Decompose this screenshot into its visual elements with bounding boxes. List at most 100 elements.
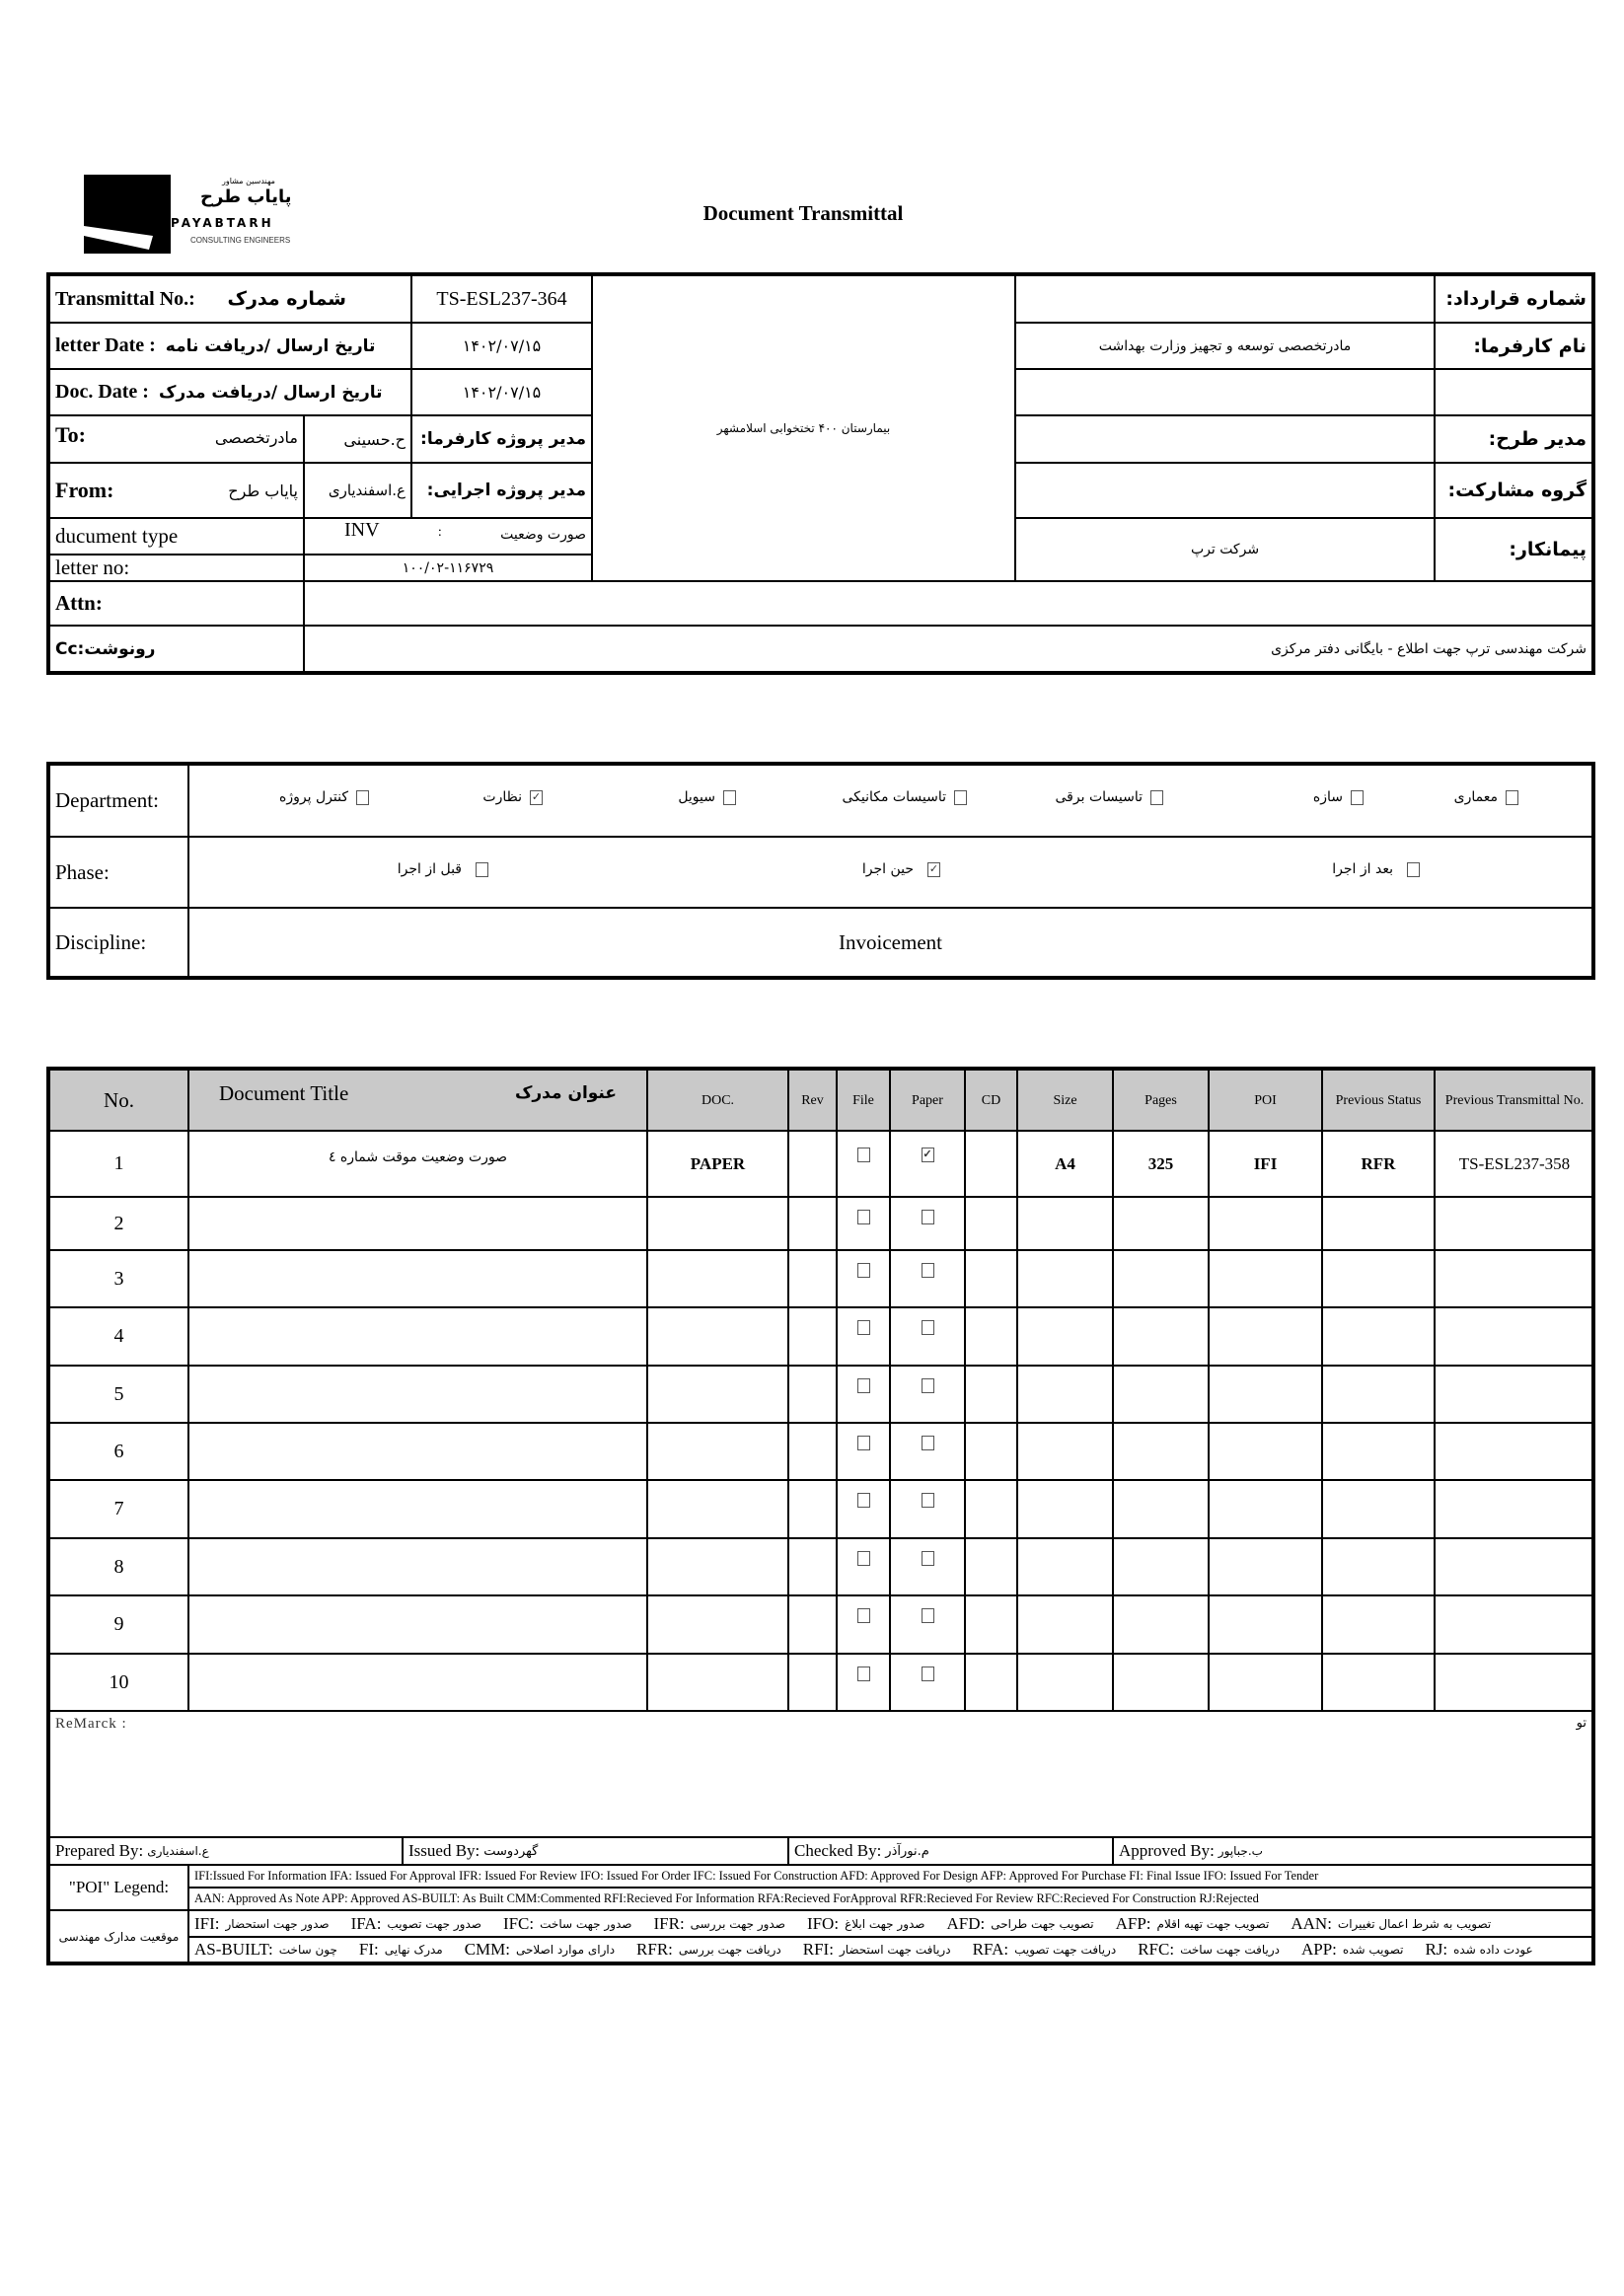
col-title-en: Document Title xyxy=(219,1080,349,1105)
department-option-label: تاسیسات برقی xyxy=(1055,789,1143,805)
cell-cd xyxy=(964,1594,1018,1655)
approved-by-name: ب.جباپور xyxy=(1218,1844,1263,1858)
cell-file xyxy=(836,1422,891,1481)
file-checkbox[interactable] xyxy=(856,1263,870,1278)
cell-prev-transmittal xyxy=(1434,1196,1595,1251)
checked-by-label: Checked By: xyxy=(794,1841,882,1860)
phase-option-label: حین اجرا xyxy=(861,861,914,877)
department-option[interactable]: کنترل پروژه xyxy=(279,789,369,805)
paper-checkbox[interactable] xyxy=(921,1436,934,1450)
unchecked-checkbox[interactable] xyxy=(723,789,736,805)
legend-meaning: دریافت جهت ساخت xyxy=(1180,1943,1280,1957)
unchecked-checkbox[interactable] xyxy=(1506,789,1518,805)
legend-item: RJ: عودت داده شده xyxy=(1425,1940,1532,1960)
cell-file xyxy=(836,1653,891,1712)
unchecked-checkbox[interactable] xyxy=(1150,789,1163,805)
paper-checkbox[interactable] xyxy=(921,1666,934,1681)
cell-poi xyxy=(1208,1537,1323,1596)
cell-pages xyxy=(1112,1422,1210,1481)
cell-size xyxy=(1016,1594,1114,1655)
checked-checkbox[interactable]: ✓ xyxy=(530,789,543,805)
legend-code: IFO: xyxy=(806,1913,840,1933)
file-checkbox[interactable] xyxy=(856,1666,870,1681)
cell-file xyxy=(836,1365,891,1424)
paper-checkbox[interactable] xyxy=(921,1551,934,1566)
phase-option[interactable]: بعد از اجرا xyxy=(1332,861,1420,877)
col-pages: Pages xyxy=(1112,1069,1210,1132)
legend-item: AAN: تصویب به شرط اعمال تغییرات xyxy=(1291,1914,1491,1934)
client-value: مادرتخصصی توسعه و تجهیز وزارت بهداشت xyxy=(1014,322,1436,370)
unchecked-checkbox[interactable] xyxy=(476,861,488,877)
paper-checkbox[interactable] xyxy=(921,1320,934,1335)
legend-code: RJ: xyxy=(1425,1940,1448,1959)
cell-prev-status xyxy=(1321,1537,1436,1596)
paper-checkbox[interactable] xyxy=(921,1378,934,1393)
department-option[interactable]: سازه xyxy=(1313,789,1364,805)
paper-checkbox[interactable] xyxy=(921,1210,934,1224)
unchecked-checkbox[interactable] xyxy=(1351,789,1364,805)
prepared-by-name: ع.اسفندیاری xyxy=(147,1844,209,1858)
department-option[interactable]: تاسیسات مکانیکی xyxy=(842,789,967,805)
cell-file xyxy=(836,1196,891,1251)
cell-no: 10 xyxy=(48,1653,189,1712)
cell-prev-transmittal xyxy=(1434,1653,1595,1712)
issued-by-label: Issued By: xyxy=(408,1841,480,1860)
col-poi: POI xyxy=(1208,1069,1323,1132)
file-checkbox[interactable] xyxy=(856,1378,870,1393)
checked-by: Checked By: م.نورآذر xyxy=(787,1836,1114,1866)
cell-cd xyxy=(964,1653,1018,1712)
legend-meaning: تصویب جهت تهیه اقلام xyxy=(1156,1916,1270,1931)
department-option[interactable]: سیویل xyxy=(678,789,736,805)
logo-fa-name: پایاب طرح xyxy=(200,186,292,207)
transmittal-value: TS-ESL237-364 xyxy=(410,274,593,324)
file-checkbox[interactable] xyxy=(856,1210,870,1224)
paper-checkbox[interactable]: ✓ xyxy=(921,1148,934,1162)
department-option[interactable]: تاسیسات برقی xyxy=(1056,789,1163,805)
department-option-label: سازه xyxy=(1312,789,1343,805)
cell-poi xyxy=(1208,1594,1323,1655)
client-label: نام کارفرما: xyxy=(1434,322,1593,370)
cell-pages xyxy=(1112,1365,1210,1424)
cell-size xyxy=(1016,1422,1114,1481)
letter-no-label: letter no: xyxy=(48,554,305,582)
cell-no: 8 xyxy=(48,1537,189,1596)
legend-code: AAN: xyxy=(1291,1913,1332,1933)
legend-code: AFD: xyxy=(946,1913,986,1933)
cell-prev-status xyxy=(1321,1365,1436,1424)
file-checkbox[interactable] xyxy=(856,1608,870,1623)
paper-checkbox[interactable] xyxy=(921,1493,934,1508)
department-option-label: نظارت xyxy=(482,789,522,805)
file-checkbox[interactable] xyxy=(856,1493,870,1508)
cell-prev-status xyxy=(1321,1196,1436,1251)
legend-code: RFA: xyxy=(972,1940,1009,1959)
cell-cd xyxy=(964,1196,1018,1251)
cell-prev-transmittal xyxy=(1434,1422,1595,1481)
department-option[interactable]: معماری xyxy=(1454,789,1518,805)
cell-paper xyxy=(889,1422,966,1481)
department-option[interactable]: نظارت ✓ xyxy=(482,789,543,805)
file-checkbox[interactable] xyxy=(856,1436,870,1450)
cell-title xyxy=(187,1365,648,1424)
phase-label: Phase: xyxy=(48,836,189,909)
paper-checkbox[interactable] xyxy=(921,1608,934,1623)
cell-poi xyxy=(1208,1653,1323,1712)
phase-option[interactable]: حین اجرا ✓ xyxy=(862,861,940,877)
cell-size: A4 xyxy=(1016,1130,1114,1198)
paper-checkbox[interactable] xyxy=(921,1263,934,1278)
attn-label: Attn: xyxy=(48,580,305,627)
phase-option[interactable]: قبل از اجرا xyxy=(398,861,488,877)
file-checkbox[interactable] xyxy=(856,1551,870,1566)
remark-label: ReMarck : xyxy=(55,1716,127,1732)
unchecked-checkbox[interactable] xyxy=(356,789,369,805)
department-option-label: تاسیسات مکانیکی xyxy=(842,789,946,805)
cell-no: 5 xyxy=(48,1365,189,1424)
poi-legend-line2: AAN: Approved As Note APP: Approved AS-B… xyxy=(187,1887,1593,1911)
file-checkbox[interactable] xyxy=(856,1320,870,1335)
cell-size xyxy=(1016,1249,1114,1308)
unchecked-checkbox[interactable] xyxy=(954,789,967,805)
file-checkbox[interactable] xyxy=(856,1148,870,1162)
legend-code: RFI: xyxy=(802,1940,834,1959)
unchecked-checkbox[interactable] xyxy=(1407,861,1420,877)
checked-checkbox[interactable]: ✓ xyxy=(927,861,940,877)
contractor-label: پیمانکار: xyxy=(1434,517,1593,582)
